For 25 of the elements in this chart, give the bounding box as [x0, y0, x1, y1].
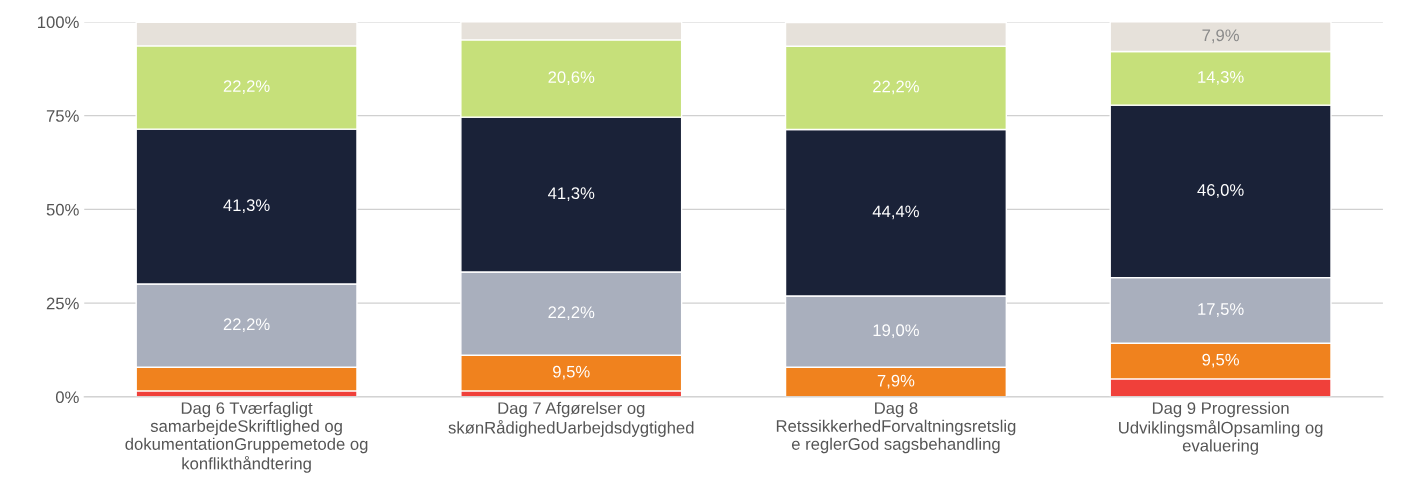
data-label: 19,0%	[873, 324, 919, 339]
data-label: 22,2%	[223, 80, 270, 94]
data-label: 17,5%	[1198, 303, 1244, 317]
x-tick-label: Dag 7 Afgørelser og skønRådighedUarbejdsdygtighed	[448, 401, 694, 437]
data-label: 9,5%	[1202, 353, 1239, 368]
data-label: 46,0%	[1197, 184, 1244, 198]
y-tick-label: 100%	[38, 16, 79, 29]
data-label: 22,2%	[548, 306, 595, 321]
data-label: 7,9%	[877, 374, 915, 389]
x-tick-label: Dag 8 RetssikkerhedForvaltningsretslig e reglerGod sagsbehandling	[776, 402, 1016, 454]
y-tick-label: 50%	[46, 203, 79, 216]
data-label: 41,3%	[223, 199, 270, 214]
y-tick-label: 25%	[46, 297, 79, 310]
data-label: 22,2%	[223, 318, 270, 333]
x-tick-label: Dag 9 Progression UdviklingsmålOpsamling og evaluering	[1119, 401, 1323, 455]
data-label: 14,3%	[1198, 71, 1244, 85]
x-tick-label: Dag 6 Tværfagligt samarbejdeSkriftlighed og dokumentationGruppemetode og konflikthåndtering	[125, 401, 368, 473]
data-label: 22,2%	[873, 80, 919, 95]
data-label: 44,4%	[872, 205, 919, 220]
data-label: 20,6%	[548, 71, 595, 85]
data-label: 7,9%	[1202, 29, 1239, 44]
y-tick-label: 75%	[46, 110, 79, 122]
data-label: 9,5%	[553, 365, 590, 380]
data-label: 41,3%	[548, 187, 595, 202]
y-tick-label: 0%	[55, 391, 79, 404]
